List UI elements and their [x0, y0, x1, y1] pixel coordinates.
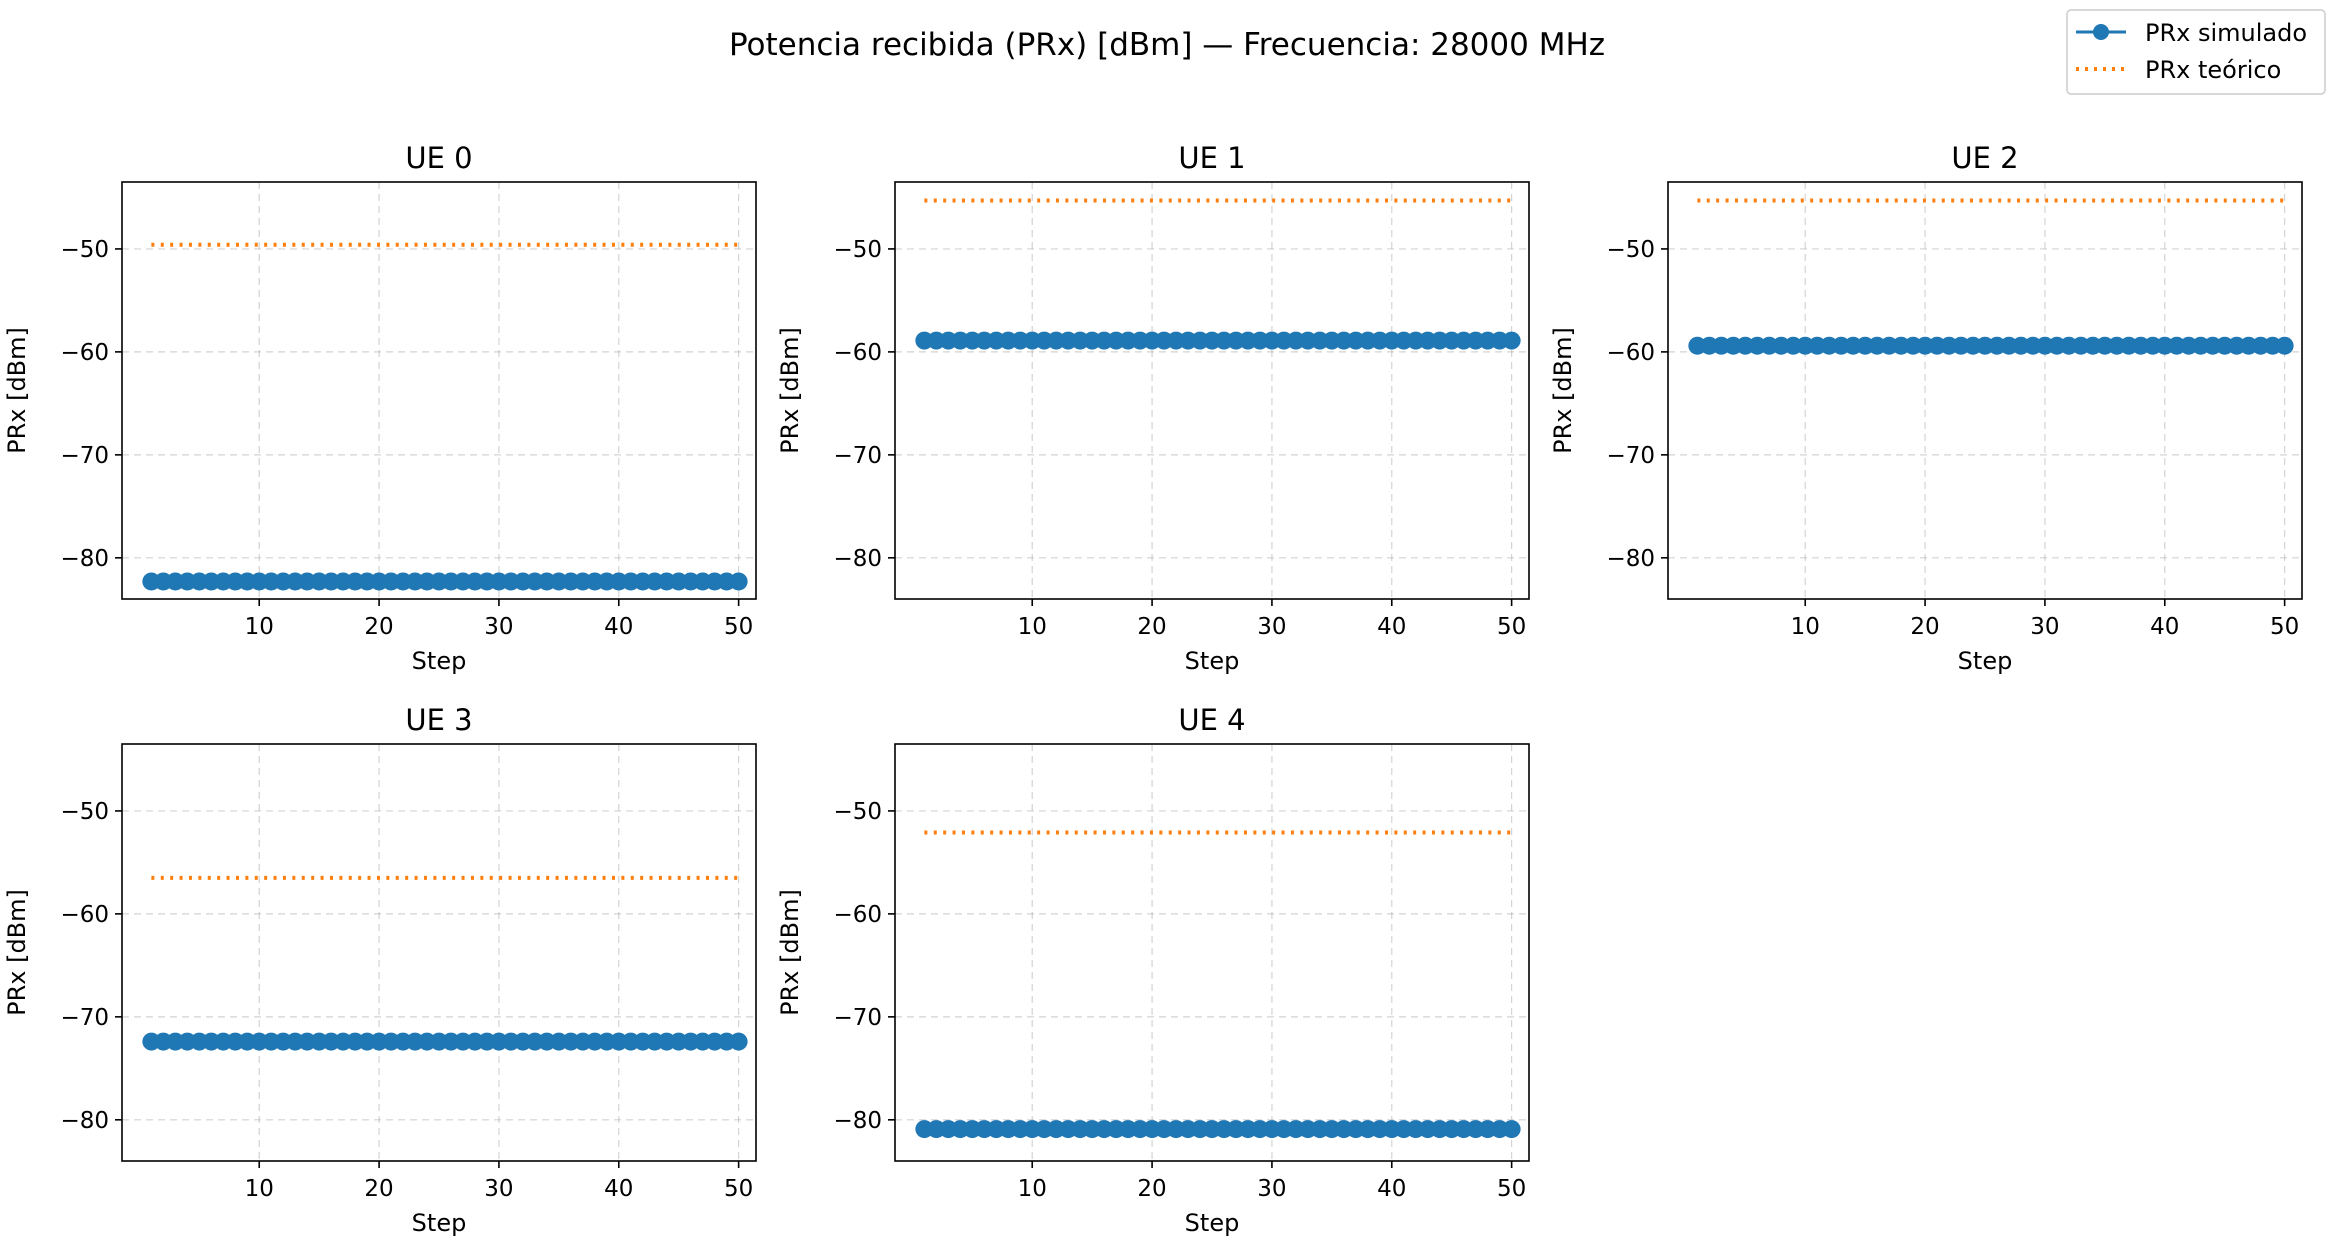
legend-frame: [2066, 9, 2326, 95]
x-tick-label: 50: [724, 1176, 753, 1202]
data-point: [729, 572, 748, 591]
y-tick-label: −60: [833, 902, 882, 928]
y-tick-label: −60: [60, 902, 109, 928]
axes-frame: [894, 181, 1530, 600]
y-tick-label: −50: [60, 799, 109, 825]
y-tick-label: −80: [1606, 546, 1655, 572]
x-tick-label: 40: [1377, 614, 1406, 640]
data-point: [1502, 331, 1521, 350]
y-tick-label: −50: [60, 237, 109, 263]
subplot-title: UE 1: [1178, 141, 1245, 175]
x-axis-label: Step: [1185, 1209, 1240, 1237]
data-point: [1502, 1120, 1521, 1139]
axes-frame: [121, 743, 757, 1162]
y-axis-label: PRx [dBm]: [776, 889, 804, 1016]
x-tick-label: 20: [1137, 614, 1166, 640]
subplot-ue-3: 10 20 30 40 50 −80 −70 −60 −50 UE 3 Step PRx [dBm]: [3, 703, 757, 1237]
y-tick-label: −60: [833, 340, 882, 366]
subplot-title: UE 3: [405, 703, 472, 737]
y-tick-label: −70: [833, 443, 882, 469]
y-tick-label: −70: [833, 1005, 882, 1031]
y-tick-label: −70: [60, 1005, 109, 1031]
x-tick-label: 20: [1910, 614, 1939, 640]
x-tick-label: 40: [604, 614, 633, 640]
figure-title: Potencia recibida (PRx) [dBm] — Frecuenc…: [729, 27, 1605, 63]
x-tick-label: 20: [364, 1176, 393, 1202]
y-tick-label: −80: [833, 546, 882, 572]
x-tick-label: 10: [245, 614, 274, 640]
x-tick-label: 50: [2270, 614, 2299, 640]
x-tick-label: 40: [1377, 1176, 1406, 1202]
subplot-title: UE 0: [405, 141, 472, 175]
x-tick-label: 10: [1791, 614, 1820, 640]
x-tick-label: 50: [1497, 614, 1526, 640]
x-tick-label: 10: [1018, 614, 1047, 640]
subplot-title: UE 2: [1951, 141, 2018, 175]
x-tick-label: 40: [2150, 614, 2179, 640]
x-axis-label: Step: [1185, 647, 1240, 675]
y-tick-label: −80: [60, 546, 109, 572]
x-tick-label: 50: [1497, 1176, 1526, 1202]
data-point: [729, 1032, 748, 1051]
subplot-ue-2: 10 20 30 40 50 −80 −70 −60 −50 UE 2 Step PRx [dBm]: [1549, 141, 2303, 675]
x-axis-label: Step: [1958, 647, 2013, 675]
subplot-title: UE 4: [1178, 703, 1245, 737]
x-tick-label: 10: [1018, 1176, 1047, 1202]
y-axis-label: PRx [dBm]: [3, 889, 31, 1016]
y-tick-label: −70: [60, 443, 109, 469]
y-tick-label: −80: [833, 1108, 882, 1134]
x-tick-label: 30: [1257, 1176, 1286, 1202]
axes-frame: [894, 743, 1530, 1162]
x-tick-label: 30: [484, 1176, 513, 1202]
x-tick-label: 30: [2030, 614, 2059, 640]
legend-label-theoretical: PRx teórico: [2145, 56, 2281, 84]
subplot-ue-4: 10 20 30 40 50 −80 −70 −60 −50 UE 4 Step PRx [dBm]: [776, 703, 1530, 1237]
y-axis-label: PRx [dBm]: [1549, 327, 1577, 454]
x-tick-label: 20: [1137, 1176, 1166, 1202]
axes-frame: [1667, 181, 2303, 600]
x-tick-label: 40: [604, 1176, 633, 1202]
y-tick-label: −60: [60, 340, 109, 366]
y-tick-label: −60: [1606, 340, 1655, 366]
legend-simulated-marker: [2093, 24, 2109, 40]
y-tick-label: −50: [833, 799, 882, 825]
x-axis-label: Step: [412, 1209, 467, 1237]
y-axis-label: PRx [dBm]: [776, 327, 804, 454]
x-axis-label: Step: [412, 647, 467, 675]
x-tick-label: 10: [245, 1176, 274, 1202]
x-tick-label: 20: [364, 614, 393, 640]
data-point: [2275, 336, 2294, 355]
x-tick-label: 30: [484, 614, 513, 640]
y-tick-label: −70: [1606, 443, 1655, 469]
x-tick-label: 50: [724, 614, 753, 640]
y-tick-label: −50: [833, 237, 882, 263]
x-tick-label: 30: [1257, 614, 1286, 640]
y-tick-label: −80: [60, 1108, 109, 1134]
subplot-ue-0: 10 20 30 40 50 −80 −70 −60 −50 UE 0 Step PRx [dBm]: [3, 141, 757, 675]
y-axis-label: PRx [dBm]: [3, 327, 31, 454]
axes-frame: [121, 181, 757, 600]
y-tick-label: −50: [1606, 237, 1655, 263]
legend: PRx simulado PRx teórico: [2066, 9, 2326, 95]
subplot-ue-1: 10 20 30 40 50 −80 −70 −60 −50 UE 1 Step PRx [dBm]: [776, 141, 1530, 675]
legend-label-simulated: PRx simulado: [2145, 19, 2307, 47]
